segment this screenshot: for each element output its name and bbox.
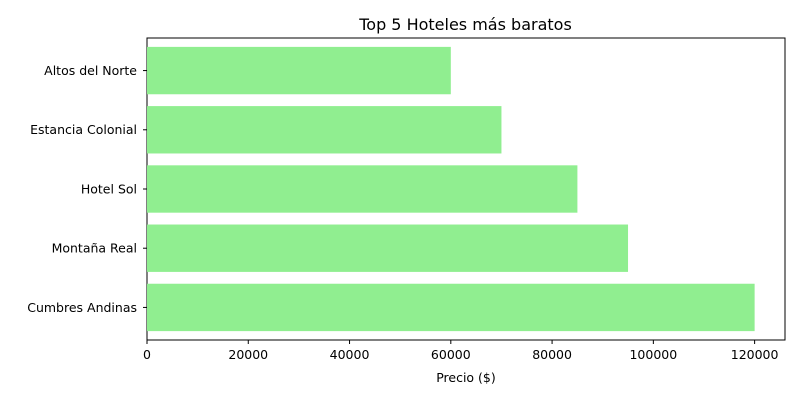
x-tick-label-2: 40000 (330, 347, 370, 362)
x-tick-label-0: 0 (143, 347, 151, 362)
x-tick-label-5: 100000 (629, 347, 677, 362)
x-tick-label-3: 60000 (431, 347, 471, 362)
x-tick-label-6: 120000 (731, 347, 779, 362)
y-tick-label-1: Estancia Colonial (30, 122, 137, 137)
x-axis-label: Precio ($) (436, 370, 496, 385)
chart-title: Top 5 Hoteles más baratos (358, 15, 572, 34)
bar-0 (147, 46, 451, 95)
y-axis: Altos del Norte Estancia Colonial Hotel So… (27, 63, 147, 315)
y-tick-label-4: Cumbres Andinas (27, 300, 137, 315)
bar-1 (147, 106, 502, 154)
bar-4 (147, 283, 755, 332)
y-tick-label-0: Altos del Norte (44, 63, 137, 78)
y-tick-label-3: Montaña Real (52, 241, 137, 256)
x-tick-label-1: 20000 (228, 347, 268, 362)
bar-2 (147, 165, 578, 213)
x-tick-label-4: 80000 (532, 347, 572, 362)
y-tick-label-2: Hotel Sol (81, 181, 137, 196)
bar-3 (147, 224, 629, 272)
bars-group (147, 46, 755, 332)
x-axis: 0 20000 40000 60000 80000 100000 120000 (143, 340, 779, 362)
